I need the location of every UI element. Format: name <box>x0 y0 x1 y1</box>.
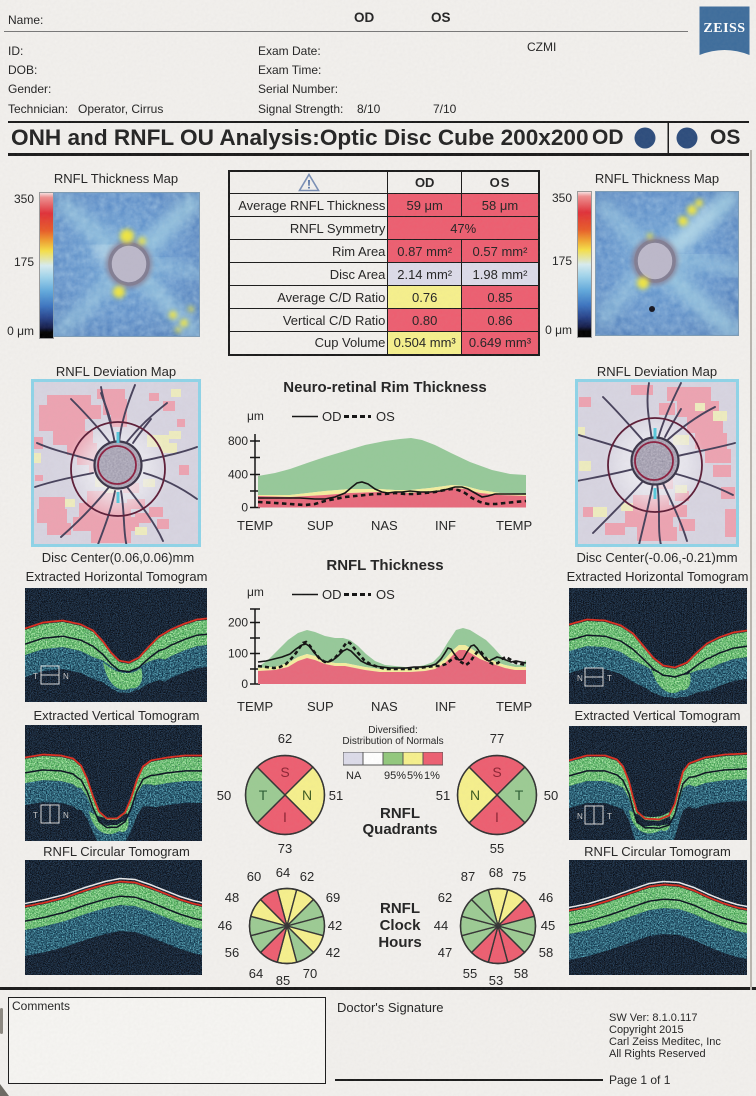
svg-text:200: 200 <box>228 616 248 630</box>
svg-text:T: T <box>259 787 268 803</box>
svg-text:N: N <box>63 811 69 820</box>
svg-text:!: ! <box>307 178 311 192</box>
svg-text:OD: OD <box>322 587 342 602</box>
svg-text:μm: μm <box>247 585 264 599</box>
svg-text:I: I <box>495 809 499 825</box>
svg-text:S: S <box>492 764 501 780</box>
svg-text:N: N <box>577 674 583 683</box>
svg-text:S: S <box>280 764 289 780</box>
svg-text:T: T <box>607 674 612 683</box>
svg-text:0: 0 <box>241 501 248 515</box>
svg-text:T: T <box>33 811 38 820</box>
svg-text:T: T <box>515 787 524 803</box>
svg-text:N: N <box>302 787 312 803</box>
svg-text:OD: OD <box>322 409 342 424</box>
svg-text:N: N <box>470 787 480 803</box>
svg-text:0: 0 <box>241 677 248 691</box>
svg-text:μm: μm <box>247 409 264 423</box>
svg-text:100: 100 <box>228 647 248 661</box>
svg-text:800: 800 <box>228 434 248 448</box>
svg-text:OS: OS <box>376 587 395 602</box>
svg-text:N: N <box>63 672 69 681</box>
svg-text:T: T <box>33 672 38 681</box>
svg-text:N: N <box>577 812 583 821</box>
svg-text:OS: OS <box>376 409 395 424</box>
svg-text:T: T <box>607 812 612 821</box>
svg-text:400: 400 <box>228 468 248 482</box>
svg-text:ZEISS: ZEISS <box>703 21 745 36</box>
svg-text:I: I <box>283 809 287 825</box>
